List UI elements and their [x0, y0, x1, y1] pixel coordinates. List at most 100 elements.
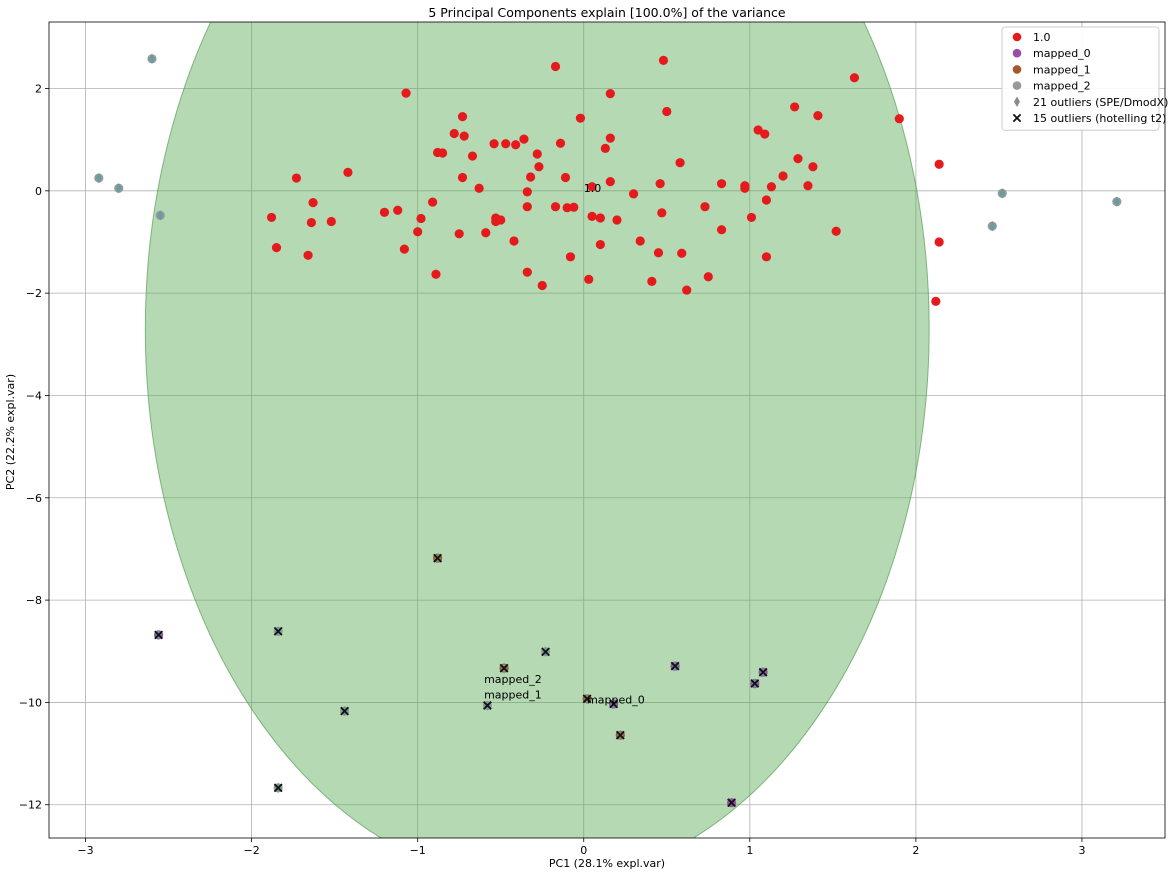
data-point [662, 106, 672, 117]
data-point [511, 140, 521, 150]
legend-entry: 15 outliers (hotelling t2) [1033, 112, 1166, 125]
data-point [760, 129, 770, 139]
data-point-stroke-b [482, 701, 492, 710]
legend-marker [1012, 32, 1022, 42]
data-point [931, 296, 941, 306]
data-point [509, 236, 519, 246]
data-point [803, 181, 813, 191]
legend-entry: mapped_1 [1033, 63, 1091, 76]
data-point [999, 188, 1006, 199]
data-point [560, 172, 571, 183]
y-axis-label: PC2 (22.2% expl.var) [4, 374, 17, 490]
data-point [399, 244, 409, 254]
data-point [609, 699, 619, 709]
data-point [761, 195, 772, 205]
y-tick-label: −12 [19, 799, 42, 812]
data-point [306, 217, 316, 228]
data-point [522, 187, 532, 197]
data-point [541, 647, 550, 657]
data-point [934, 237, 944, 247]
y-tick-label: −10 [19, 696, 42, 709]
y-tick-label: 2 [35, 83, 42, 96]
legend-box [1001, 26, 1160, 131]
point-annotations: 1.0 mapped_2 mapped_1 mapped_0 [484, 182, 645, 707]
data-point [582, 694, 592, 704]
data-point [894, 114, 904, 124]
data-point-stroke-b [499, 663, 509, 673]
data-point [831, 226, 841, 236]
y-axis-ticks: 2 0 −2 −4 −6 −8 −10 −12 [19, 83, 49, 812]
data-point-stroke-b [273, 626, 283, 636]
data-point [501, 139, 511, 149]
plot-background [49, 22, 1165, 838]
data-point [149, 53, 155, 65]
data-point [457, 172, 468, 183]
data-point [291, 173, 302, 183]
data-point [467, 151, 478, 161]
data-point-stroke-b [609, 699, 619, 709]
x-tick-label: 2 [912, 844, 919, 857]
data-point [115, 183, 122, 194]
data-point [575, 113, 586, 123]
y-tick-label: −8 [26, 594, 42, 607]
data-point [266, 212, 277, 223]
data-point-stroke-b [727, 798, 736, 808]
y-tick-label: −4 [26, 389, 42, 402]
data-point [600, 143, 610, 153]
data-point-stroke-b [433, 553, 443, 563]
data-point [449, 128, 459, 139]
data-point [519, 134, 529, 144]
data-point [703, 272, 713, 282]
data-point-stroke-b [670, 661, 680, 671]
data-point [326, 216, 336, 227]
data-point [766, 182, 777, 192]
data-point [481, 228, 491, 238]
data-point [750, 679, 760, 688]
data-point [416, 213, 426, 224]
data-point [716, 225, 727, 235]
data-point [271, 243, 282, 253]
data-point [700, 202, 710, 212]
data-point [496, 215, 506, 225]
data-point [459, 131, 469, 141]
data-point [95, 172, 102, 184]
data-point-stroke-b [758, 667, 768, 677]
legend-marker [1014, 96, 1020, 108]
data-point [584, 274, 594, 284]
data-points [94, 53, 1122, 808]
data-point [635, 236, 645, 246]
data-point [615, 730, 625, 740]
data-point [379, 207, 390, 217]
data-point [778, 171, 788, 181]
data-point-stroke-b [273, 783, 283, 793]
data-point [340, 706, 350, 716]
data-point [605, 89, 615, 99]
legend-entry: mapped_0 [1033, 47, 1091, 60]
data-point [989, 220, 996, 232]
plot-area [49, 22, 1165, 838]
data-point [303, 250, 313, 260]
data-point [808, 162, 818, 172]
legend: 1.0 mapped_0 mapped_1 mapped_2 21 outliers (… [1001, 26, 1168, 131]
data-point-stroke-b [582, 694, 592, 704]
data-point [565, 252, 576, 262]
data-point [1113, 196, 1120, 207]
data-point [758, 667, 768, 677]
data-point [550, 202, 561, 212]
data-point [522, 202, 532, 212]
point-annotation: mapped_0 [587, 693, 645, 706]
data-point [793, 153, 803, 164]
data-point-stroke-b [541, 647, 550, 657]
data-point-stroke-b [750, 679, 760, 688]
data-point [727, 798, 736, 808]
data-point [454, 229, 464, 239]
data-point [431, 269, 441, 279]
point-annotation: 1.0 [584, 182, 602, 195]
data-point-stroke-b [340, 706, 350, 716]
data-point [474, 183, 484, 193]
data-point [401, 88, 411, 98]
data-point [595, 239, 605, 250]
data-point [550, 61, 561, 72]
data-point [647, 276, 657, 286]
data-point [413, 227, 423, 237]
